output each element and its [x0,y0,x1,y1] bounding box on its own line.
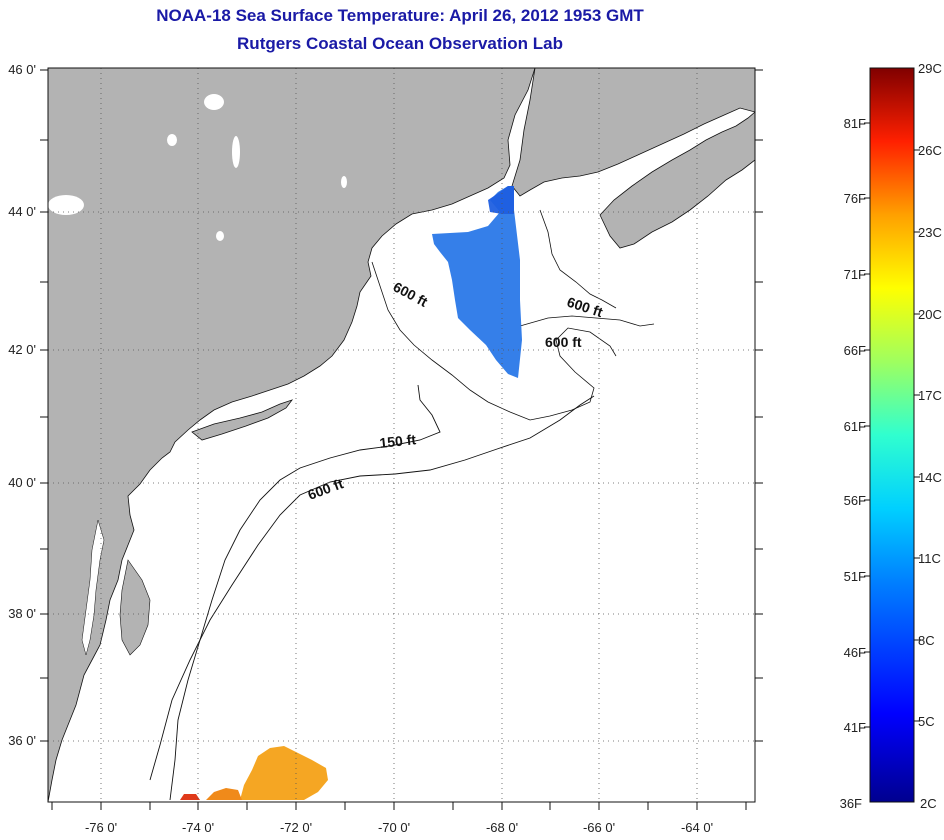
land-long-island [191,399,294,441]
tick-marks [40,69,763,810]
colorbar-celsius-label: 29C [918,61,942,76]
colorbar-fahrenheit-label: 66F [844,343,866,358]
colorbar-fahrenheit-label: 41F [844,720,866,735]
sst-gulf-of-maine-north [488,186,514,214]
map-frame [47,67,756,803]
colorbar-celsius-label: 23C [918,225,942,240]
lat-label: 40 0' [8,475,36,490]
map-title: NOAA-18 Sea Surface Temperature: April 2… [156,6,644,25]
lat-label: 36 0' [8,733,36,748]
contour-georges [519,315,655,327]
land-nova-scotia [599,111,755,249]
colorbar-fahrenheit-label: 81F [844,116,866,131]
colorbar-ticks [864,122,920,728]
colorbar [869,67,915,803]
contour-label: 600 ft [545,334,582,350]
contour-gulf-maine [371,261,617,421]
sst-warm-south [240,746,328,800]
colorbar-fahrenheit-label: 46F [844,645,866,660]
contour-150ft [169,384,441,801]
lake [204,94,224,110]
colorbar-fahrenheit-label: 61F [844,419,866,434]
colorbar-fahrenheit-label: 76F [844,191,866,206]
colorbar-celsius-label: 26C [918,143,942,158]
lon-label: -68 0' [486,820,518,835]
land-new-brunswick [511,68,755,197]
colorbar-celsius-label: 14C [918,470,942,485]
colorbar-celsius-label: 11C [918,551,941,566]
land-delmarva [119,559,151,656]
lon-label: -72 0' [280,820,312,835]
chesapeake-bay [81,519,105,656]
contour-600ft [149,395,595,781]
lat-label: 38 0' [8,606,36,621]
lake [48,195,84,215]
lake [232,136,240,168]
lon-label: -74 0' [182,820,214,835]
lake [167,134,177,146]
lake [216,231,224,241]
sst-warm-south-2 [206,788,242,800]
lon-label: -76 0' [85,820,117,835]
colorbar-fahrenheit-label: 56F [844,493,866,508]
lake [341,176,347,188]
colorbar-celsius-label: 5C [918,714,935,729]
lat-label: 42 0' [8,342,36,357]
map-subtitle: Rutgers Coastal Ocean Observation Lab [237,34,563,53]
colorbar-fahrenheit-label: 36F [840,796,862,811]
lat-label: 46 0' [8,62,36,77]
colorbar-celsius-label: 8C [918,633,935,648]
sst-gulf-of-maine [432,186,522,378]
land-mainland [48,68,536,802]
lon-label: -70 0' [378,820,410,835]
lon-label: -64 0' [681,820,713,835]
colorbar-celsius-label: 2C [920,796,937,811]
lat-label: 44 0' [8,204,36,219]
lon-label: -66 0' [583,820,615,835]
colorbar-fahrenheit-label: 71F [844,267,866,282]
colorbar-celsius-label: 17C [918,388,942,403]
colorbar-fahrenheit-label: 51F [844,569,866,584]
contour-label: 150 ft [379,431,417,451]
sst-hot-south [180,794,200,800]
colorbar-celsius-label: 20C [918,307,942,322]
contour-northeast [539,209,617,309]
